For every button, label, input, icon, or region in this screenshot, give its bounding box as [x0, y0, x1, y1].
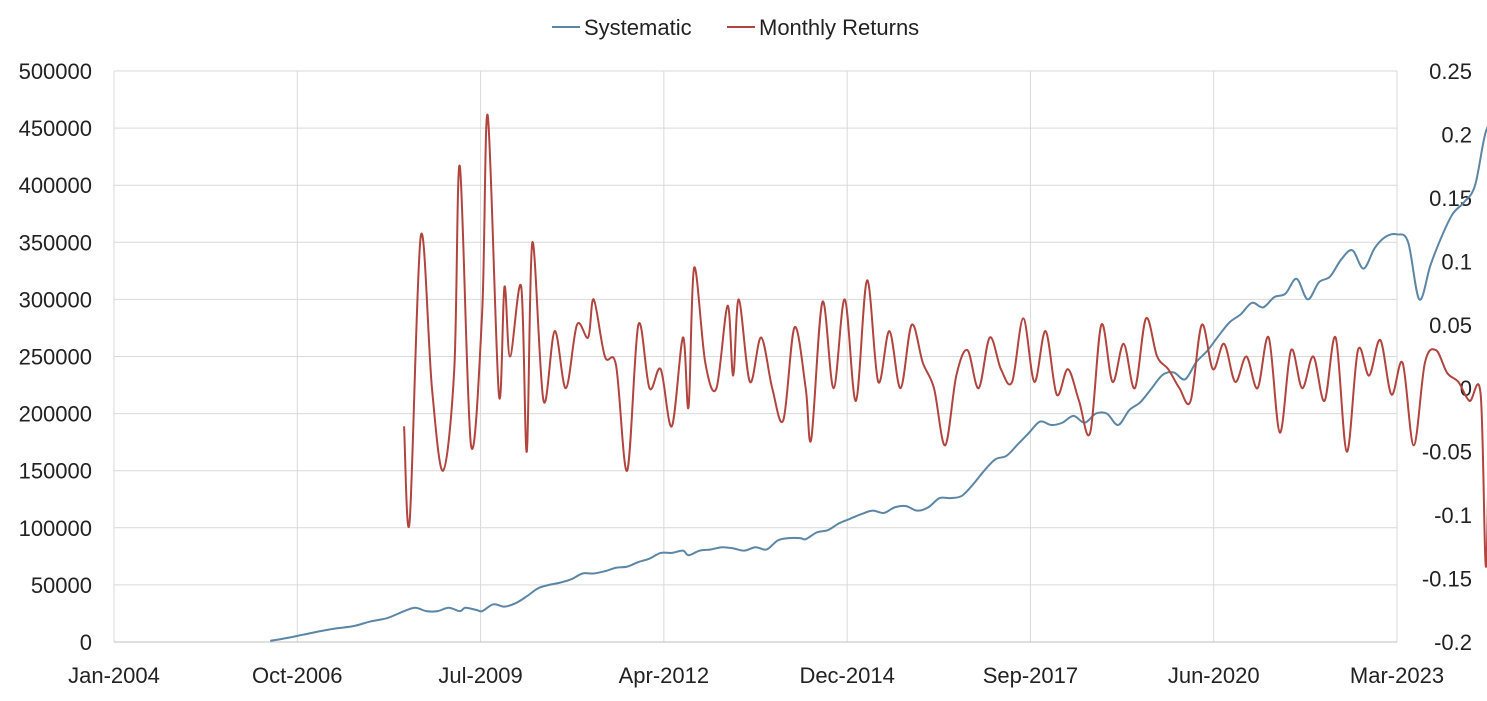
x-tick-label: Dec-2014	[799, 663, 894, 688]
y-right-tick-label: 0	[1460, 376, 1472, 401]
y-left-tick-label: 50000	[31, 573, 92, 598]
series-layer	[270, 113, 1487, 642]
y-left-tick-label: 500000	[19, 59, 92, 84]
x-axis: Jan-2004 Oct-2006 Jul-2009 Apr-2012 Dec-2014…	[68, 663, 1444, 688]
x-tick-label: Sep-2017	[983, 663, 1078, 688]
y-right-tick-label: -0.2	[1434, 630, 1472, 655]
legend-label-systematic: Systematic	[584, 15, 692, 40]
legend: Systematic Monthly Returns	[552, 15, 919, 40]
x-tick-label: Jun-2020	[1168, 663, 1260, 688]
x-tick-label: Mar-2023	[1350, 663, 1444, 688]
y-left-tick-label: 100000	[19, 516, 92, 541]
y-right-tick-label: 0.05	[1429, 313, 1472, 338]
y-right-tick-label: 0.1	[1441, 249, 1472, 274]
left-axis: 0 50000 100000 150000 200000 250000 300000 3500…	[19, 59, 92, 655]
x-tick-label: Jul-2009	[438, 663, 522, 688]
y-right-tick-label: -0.15	[1422, 567, 1472, 592]
legend-label-monthly-returns: Monthly Returns	[759, 15, 919, 40]
y-left-tick-label: 150000	[19, 459, 92, 484]
x-tick-label: Apr-2012	[619, 663, 710, 688]
y-right-tick-label: 0.15	[1429, 186, 1472, 211]
y-left-tick-label: 400000	[19, 173, 92, 198]
y-left-tick-label: 200000	[19, 402, 92, 427]
y-left-tick-label: 250000	[19, 345, 92, 370]
y-right-tick-label: 0.25	[1429, 59, 1472, 84]
x-tick-label: Jan-2004	[68, 663, 160, 688]
y-right-tick-label: -0.05	[1422, 440, 1472, 465]
y-left-tick-label: 0	[80, 630, 92, 655]
x-tick-label: Oct-2006	[252, 663, 343, 688]
series-line-monthly-returns	[403, 113, 1487, 568]
right-axis: -0.2 -0.15 -0.1 -0.05 0 0.05 0.1 0.15 0.2 0.25	[1422, 59, 1472, 655]
y-left-tick-label: 300000	[19, 287, 92, 312]
series-line-systematic	[270, 126, 1487, 642]
y-left-tick-label: 350000	[19, 230, 92, 255]
y-left-tick-label: 450000	[19, 116, 92, 141]
y-right-tick-label: -0.1	[1434, 503, 1472, 528]
y-right-tick-label: 0.2	[1441, 122, 1472, 147]
